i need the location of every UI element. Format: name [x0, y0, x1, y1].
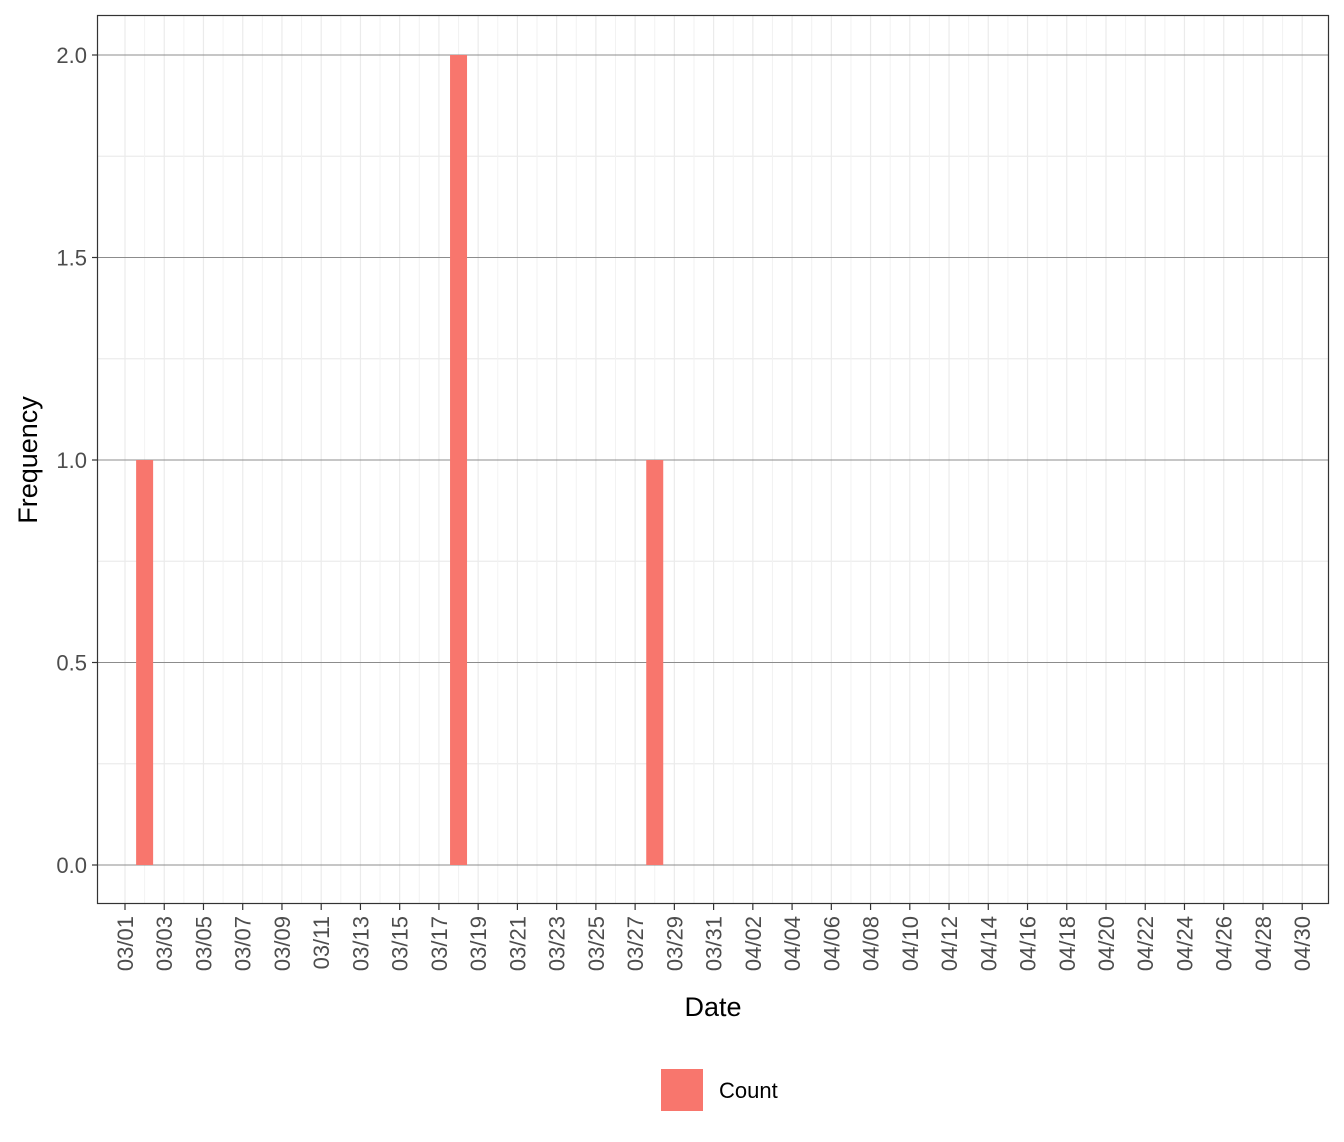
x-axis-title: Date: [684, 992, 741, 1022]
y-tick-label: 2.0: [56, 43, 87, 68]
x-tick-label: 04/12: [937, 916, 962, 971]
bar: [450, 55, 468, 865]
x-tick-label: 03/05: [191, 916, 216, 971]
x-tick-label: 04/22: [1133, 916, 1158, 971]
legend-key-count: [661, 1069, 703, 1111]
x-tick-label: 04/08: [859, 916, 884, 971]
x-tick-label: 03/25: [584, 916, 609, 971]
x-tick-label: 04/04: [780, 916, 805, 971]
x-tick-label: 04/20: [1094, 916, 1119, 971]
y-tick-label: 1.5: [56, 246, 87, 271]
x-tick-label: 03/11: [309, 916, 334, 969]
x-tick-label: 03/07: [231, 916, 256, 971]
legend: Count: [661, 1069, 778, 1111]
x-tick-label: 04/02: [741, 916, 766, 971]
x-tick-label: 04/28: [1251, 916, 1276, 971]
x-tick-label: 03/31: [702, 916, 727, 971]
x-tick-label: 04/18: [1055, 916, 1080, 971]
legend-label-count: Count: [719, 1078, 778, 1103]
x-tick-label: 04/16: [1016, 916, 1041, 971]
x-tick-label: 03/01: [113, 916, 138, 971]
x-tick-label: 03/27: [623, 916, 648, 971]
bar: [646, 460, 664, 865]
y-axis-title: Frequency: [13, 396, 43, 524]
major-y-gridlines: [98, 54, 1328, 866]
x-tick-label: 03/13: [348, 916, 373, 971]
x-tick-label: 04/30: [1290, 916, 1315, 971]
y-axis: 0.0 0.5 1.0 1.5 2.0: [56, 43, 98, 878]
x-tick-label: 03/21: [505, 916, 530, 971]
x-tick-label: 03/19: [466, 916, 491, 971]
x-tick-label: 04/10: [898, 916, 923, 971]
x-axis: 03/01 03/03 03/05 03/07 03/09 03/11 03/13 03/15…: [113, 903, 1315, 971]
x-tick-label: 03/17: [427, 916, 452, 971]
bar: [136, 460, 154, 865]
x-tick-label: 03/09: [270, 916, 295, 971]
x-tick-label: 03/29: [662, 916, 687, 971]
y-tick-label: 0.5: [56, 651, 87, 676]
x-tick-label: 03/23: [545, 916, 570, 971]
minor-x-gridlines: [124, 15, 1303, 903]
x-tick-label: 04/14: [976, 916, 1001, 971]
x-tick-label: 03/15: [388, 916, 413, 971]
y-tick-label: 1.0: [56, 448, 87, 473]
x-tick-label: 03/03: [152, 916, 177, 971]
x-tick-label: 04/06: [819, 916, 844, 971]
y-tick-label: 0.0: [56, 853, 87, 878]
x-tick-label: 04/26: [1212, 916, 1237, 971]
x-tick-label: 04/24: [1172, 916, 1197, 971]
bars: [136, 55, 664, 865]
